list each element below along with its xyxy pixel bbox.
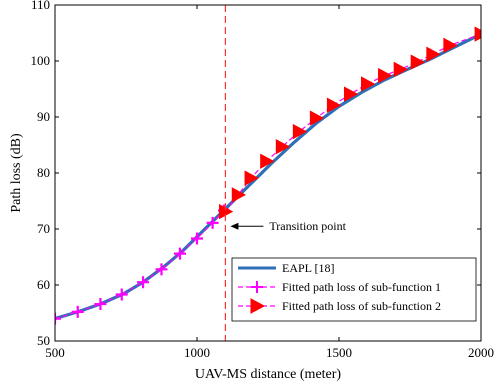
x-axis-label: UAV-MS distance (meter) bbox=[195, 367, 342, 382]
x-tick-label: 1000 bbox=[184, 345, 210, 360]
annotation-text: Transition point bbox=[269, 219, 346, 233]
legend-label-sub2: Fitted path loss of sub-function 2 bbox=[282, 299, 441, 313]
x-tick-label: 500 bbox=[45, 345, 65, 360]
tick-labels: 500 1000 1500 2000 50 60 70 80 90 100 110 bbox=[31, 0, 495, 360]
series-sub1-line bbox=[55, 210, 225, 320]
sub1-point bbox=[173, 247, 186, 260]
x-tick-label: 2000 bbox=[468, 345, 494, 360]
sub1-point bbox=[55, 312, 61, 325]
sub2-point bbox=[343, 86, 359, 102]
sub1-point bbox=[115, 288, 128, 301]
sub1-point bbox=[137, 276, 150, 289]
sub2-point bbox=[426, 46, 441, 62]
legend-marker-plus bbox=[251, 281, 263, 293]
y-tick-label: 100 bbox=[31, 53, 51, 68]
sub2-point bbox=[410, 54, 425, 70]
y-tick-label: 70 bbox=[37, 221, 50, 236]
annotation-arrow-head bbox=[230, 222, 239, 230]
sub2-point bbox=[326, 97, 342, 113]
sub2-point bbox=[292, 123, 308, 140]
y-tick-label: 80 bbox=[37, 165, 50, 180]
sub2-point bbox=[244, 170, 259, 186]
plot-frame bbox=[54, 4, 482, 342]
sub2-point bbox=[443, 37, 458, 53]
legend-entry-sub2: Fitted path loss of sub-function 2 bbox=[238, 298, 441, 314]
transition-annotation: Transition point bbox=[230, 219, 347, 233]
legend: EAPL [18] Fitted path loss of sub-functi… bbox=[231, 257, 477, 322]
sub2-point bbox=[275, 139, 291, 155]
legend-label-eapl: EAPL [18] bbox=[282, 261, 335, 275]
sub1-point bbox=[206, 216, 219, 229]
y-axis-label: Path loss (dB) bbox=[9, 133, 24, 213]
sub2-point bbox=[378, 67, 393, 84]
sub2-point bbox=[260, 153, 275, 169]
sub2-point bbox=[309, 110, 325, 126]
y-tick-label: 50 bbox=[37, 333, 50, 348]
legend-marker-triangle bbox=[250, 298, 266, 314]
sub1-point bbox=[94, 298, 107, 311]
y-tick-label: 90 bbox=[37, 109, 50, 124]
legend-entry-sub1: Fitted path loss of sub-function 1 bbox=[238, 280, 441, 294]
series-sub2-line bbox=[224, 33, 481, 212]
legend-label-sub1: Fitted path loss of sub-function 1 bbox=[282, 280, 441, 294]
sub2-point bbox=[393, 61, 408, 78]
sub1-point bbox=[71, 305, 84, 318]
legend-entry-eapl: EAPL [18] bbox=[238, 261, 335, 275]
series-layer bbox=[55, 26, 481, 325]
sub2-point bbox=[361, 76, 376, 92]
sub2-point bbox=[474, 26, 481, 42]
y-tick-label: 110 bbox=[31, 0, 50, 12]
x-tick-label: 1500 bbox=[326, 345, 352, 360]
sub2-point bbox=[231, 187, 247, 203]
sub1-point bbox=[191, 232, 203, 245]
sub1-point bbox=[155, 263, 168, 276]
y-tick-label: 60 bbox=[37, 277, 50, 292]
